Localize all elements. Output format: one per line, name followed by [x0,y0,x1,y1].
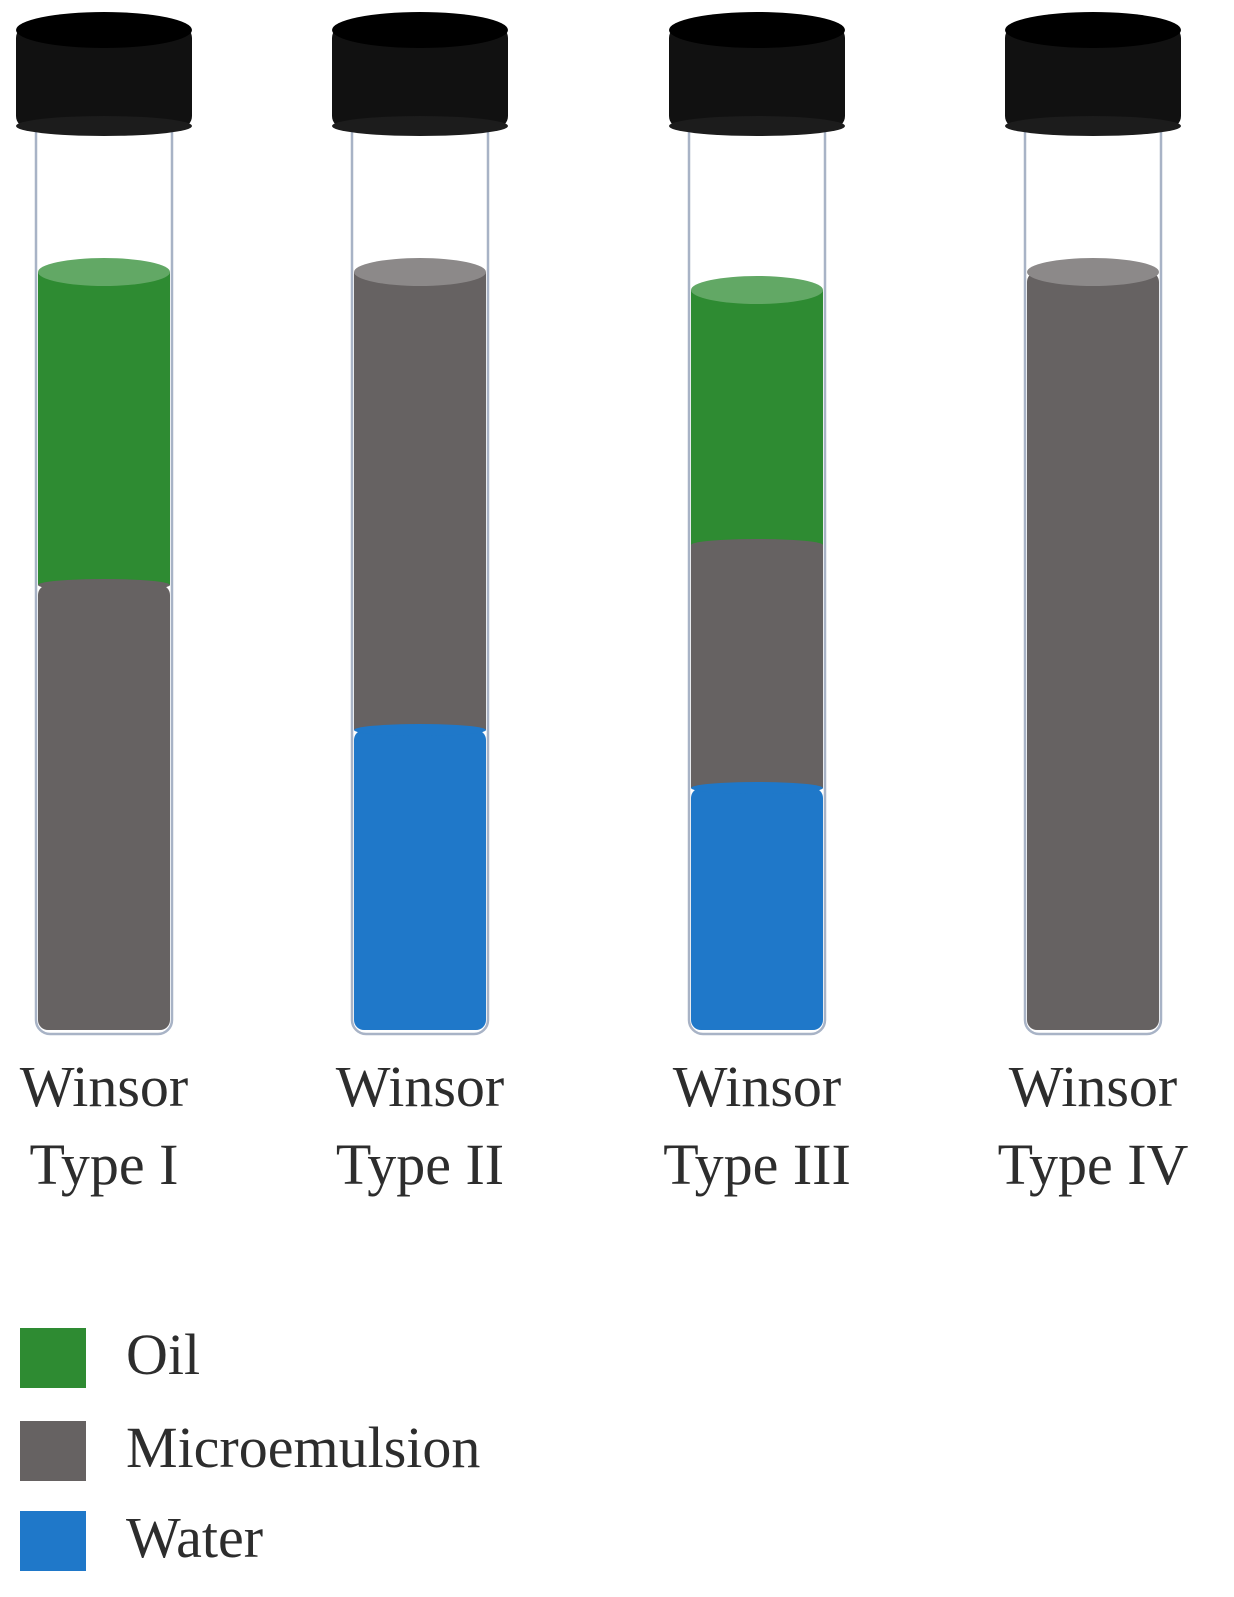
tube-2 [332,12,508,1036]
legend-label-microemulsion: Microemulsion [126,1415,481,1480]
tube-cap-bottom [16,116,192,136]
tube-3 [669,12,845,1036]
layer-microemulsion [691,545,823,788]
layer-boundary [38,579,170,591]
tube-cap [16,26,192,128]
tube-label-line2: Type IV [998,1132,1189,1197]
tube-cap-bottom [669,116,845,136]
layer-oil [38,272,170,585]
layer-water [691,788,823,1030]
legend-label-oil: Oil [126,1322,201,1387]
layer-boundary [691,782,823,794]
layer-boundary [354,724,486,736]
layer-boundary [691,539,823,551]
tube-label-line2: Type II [336,1132,504,1197]
layer-microemulsion [1027,272,1159,1030]
tube-label-line1: Winsor [336,1054,504,1119]
liquid-surface [354,258,486,286]
tube-label-line1: Winsor [20,1054,188,1119]
liquid-surface [1027,258,1159,286]
tube-cap [669,26,845,128]
legend-swatch-oil [20,1328,86,1388]
tube-label-line2: Type I [30,1132,179,1197]
tube-cap-top [669,12,845,48]
tube-cap-top [332,12,508,48]
tube-label-line1: Winsor [1009,1054,1177,1119]
tube-1 [16,12,192,1036]
tube-4 [1005,12,1181,1036]
legend-swatch-microemulsion [20,1421,86,1481]
tube-cap-bottom [332,116,508,136]
layer-water [354,730,486,1030]
legend-label-water: Water [126,1505,264,1570]
tube-label-line2: Type III [663,1132,851,1197]
liquid-surface [38,258,170,286]
tube-cap [1005,26,1181,128]
layer-microemulsion [38,585,170,1030]
liquid-surface [691,276,823,304]
tube-cap-bottom [1005,116,1181,136]
legend-swatch-water [20,1511,86,1571]
legend-item-water: Water [20,1505,540,1575]
tube-cap-top [1005,12,1181,48]
layer-oil [691,290,823,545]
layer-microemulsion [354,272,486,730]
winsor-diagram: Winsor Type I Winsor Type II Winsor Type III W… [16,12,1189,1197]
tube-cap-top [16,12,192,48]
legend-item-microemulsion: Microemulsion [20,1415,540,1485]
tube-cap [332,26,508,128]
legend-item-oil: Oil [20,1322,540,1392]
tube-label-line1: Winsor [673,1054,841,1119]
